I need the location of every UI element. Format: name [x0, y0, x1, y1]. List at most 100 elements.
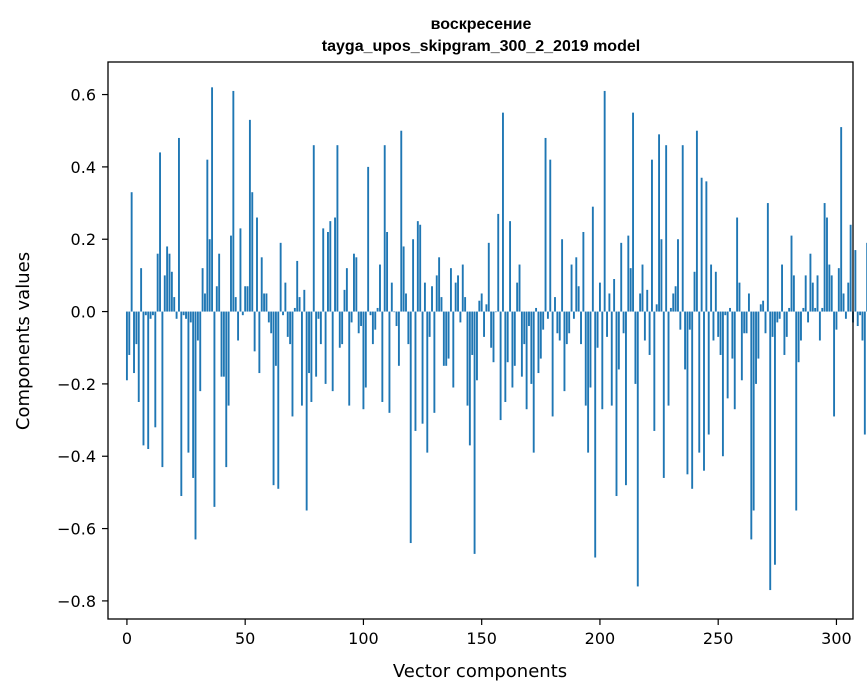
bar-161 [506, 311, 509, 363]
bar-14 [159, 152, 161, 312]
bar-260 [740, 311, 743, 381]
bar-53 [251, 192, 254, 312]
bar-94 [348, 311, 351, 406]
bar-85 [327, 231, 329, 312]
bar-171 [530, 311, 533, 384]
bar-266 [755, 311, 757, 384]
bar-124 [419, 224, 422, 312]
bar-136 [447, 311, 450, 359]
bar-122 [414, 311, 417, 431]
bar-310 [859, 311, 862, 316]
bar-304 [844, 311, 847, 319]
bar-167 [520, 311, 523, 377]
bar-218 [641, 264, 644, 312]
bar-61 [270, 311, 273, 334]
bar-180 [551, 311, 554, 417]
bar-39 [218, 253, 221, 312]
bar-154 [490, 311, 493, 348]
bar-280 [788, 307, 791, 312]
bar-series [125, 87, 867, 591]
bar-292 [816, 275, 819, 312]
bar-217 [639, 293, 642, 312]
bar-77 [308, 311, 310, 374]
bar-93 [345, 268, 348, 312]
bar-27 [189, 311, 192, 323]
bar-239 [691, 311, 694, 489]
bar-236 [684, 311, 687, 370]
y-tick-label: 0.6 [71, 86, 96, 105]
bar-0 [125, 311, 128, 381]
bar-152 [485, 304, 488, 312]
y-tick-label: −0.4 [57, 447, 96, 466]
bar-156 [494, 311, 497, 313]
bar-54 [253, 311, 256, 352]
bar-101 [364, 311, 367, 388]
bar-5 [137, 311, 140, 402]
bar-123 [416, 221, 419, 312]
bar-279 [785, 311, 788, 337]
bar-199 [596, 311, 599, 348]
bar-173 [535, 307, 538, 312]
bar-195 [587, 311, 590, 453]
bar-227 [662, 311, 665, 478]
chart-subtitle: tayga_upos_skipgram_300_2_2019 model [322, 38, 640, 55]
bar-306 [849, 224, 852, 312]
bar-268 [759, 304, 762, 312]
bar-32 [201, 268, 204, 312]
bar-185 [563, 311, 566, 392]
bar-159 [502, 112, 504, 312]
bar-178 [546, 311, 549, 319]
bar-275 [776, 311, 779, 323]
bar-18 [168, 253, 171, 312]
bar-190 [575, 257, 578, 312]
bar-113 [393, 311, 396, 313]
bar-293 [818, 311, 821, 341]
bar-148 [476, 311, 478, 381]
bar-302 [840, 127, 843, 312]
bar-97 [355, 257, 358, 312]
bar-295 [823, 203, 826, 312]
bar-11 [151, 311, 154, 316]
bar-184 [561, 239, 564, 312]
bar-92 [343, 289, 346, 312]
bar-82 [319, 311, 322, 345]
bar-40 [220, 311, 223, 377]
bar-117 [402, 246, 405, 312]
bar-296 [826, 217, 828, 312]
bar-7 [142, 311, 145, 446]
bar-267 [757, 311, 760, 359]
bar-16 [163, 275, 166, 312]
x-tick-label: 150 [466, 629, 497, 648]
bar-232 [674, 286, 677, 312]
bar-12 [154, 311, 157, 428]
bar-175 [539, 311, 542, 359]
bar-96 [353, 253, 355, 312]
bar-45 [232, 90, 235, 312]
bar-62 [272, 311, 275, 486]
bar-238 [688, 311, 691, 330]
bar-231 [672, 293, 675, 312]
bar-26 [187, 311, 190, 453]
bar-46 [234, 297, 237, 312]
bar-164 [513, 311, 516, 366]
bar-181 [554, 297, 556, 312]
bar-191 [577, 286, 580, 312]
bar-66 [282, 311, 284, 316]
bar-187 [568, 311, 571, 334]
bar-298 [830, 275, 833, 312]
bar-244 [703, 311, 705, 471]
bar-63 [274, 311, 277, 366]
bar-297 [828, 264, 831, 312]
bar-168 [523, 311, 526, 345]
bar-188 [570, 264, 573, 312]
bar-258 [736, 217, 739, 312]
bar-286 [802, 307, 805, 312]
bar-121 [412, 239, 415, 312]
bar-8 [144, 311, 147, 316]
bar-89 [336, 145, 339, 312]
bar-56 [258, 311, 261, 374]
bar-182 [556, 311, 559, 334]
bar-100 [362, 311, 365, 410]
bar-95 [350, 311, 353, 323]
bar-300 [835, 311, 838, 330]
